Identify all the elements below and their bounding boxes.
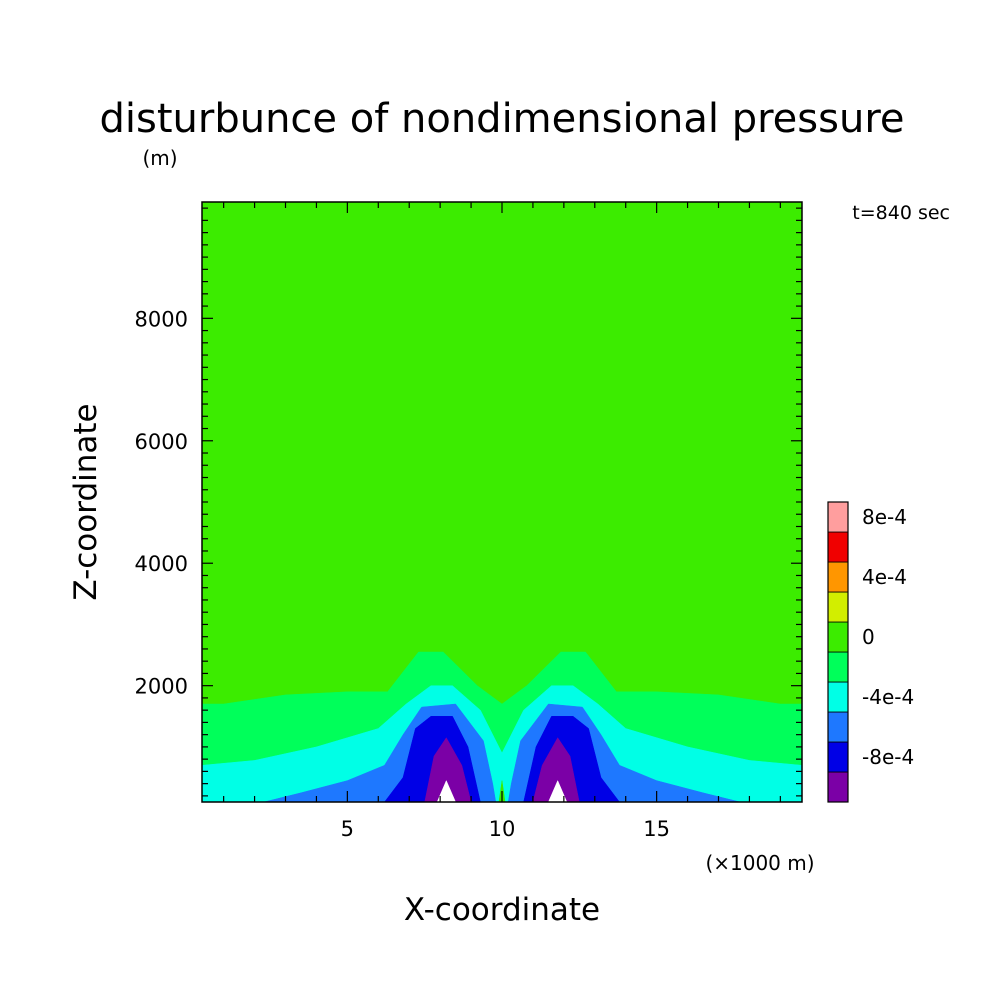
colorbar: -8e-4 -4e-4 0 4e-4 8e-4 [827,501,914,803]
colorbar-swatch [827,621,849,653]
x-tick-label: 15 [643,817,670,841]
colorbar-label: 0 [862,625,875,649]
plot-area [202,202,802,802]
time-label: t=840 sec [852,202,950,224]
colorbar-border [827,501,849,803]
y-tick-label: 8000 [135,307,188,331]
colorbar-swatch [827,741,849,773]
y-axis: 2000 4000 6000 8000 [135,207,802,797]
colorbar-swatch [827,591,849,623]
contour-region-5 [436,779,568,802]
colorbar-swatch [827,681,849,713]
colorbar-label: -8e-4 [862,745,914,769]
contour-region-2 [263,703,741,802]
chart-subtitle: (m) [142,146,177,170]
x-axis-title: X-coordinate [404,892,600,928]
colorbar-swatch [827,561,849,593]
colorbar-swatch [827,651,849,683]
colorbar-label: 4e-4 [862,565,907,589]
contour-region-4 [424,737,580,802]
colorbar-label: 8e-4 [862,505,907,529]
colorbar-swatch [827,711,849,743]
colorbar-swatch [827,771,849,803]
x-tick-label: 5 [341,817,354,841]
y-tick-label: 6000 [135,430,188,454]
contour-region-1 [202,685,802,802]
x-unit-label: (×1000 m) [705,851,814,875]
y-axis-title: Z-coordinate [68,403,104,600]
colorbar-swatch [827,531,849,563]
colorbar-swatch [827,501,849,533]
y-tick-label: 2000 [135,675,188,699]
x-axis: 5 10 15 [223,202,781,841]
chart-title: disturbunce of nondimensional pressure [100,96,905,142]
x-tick-label: 10 [489,817,516,841]
colorbar-label: -4e-4 [862,685,914,709]
y-tick-label: 4000 [135,552,188,576]
